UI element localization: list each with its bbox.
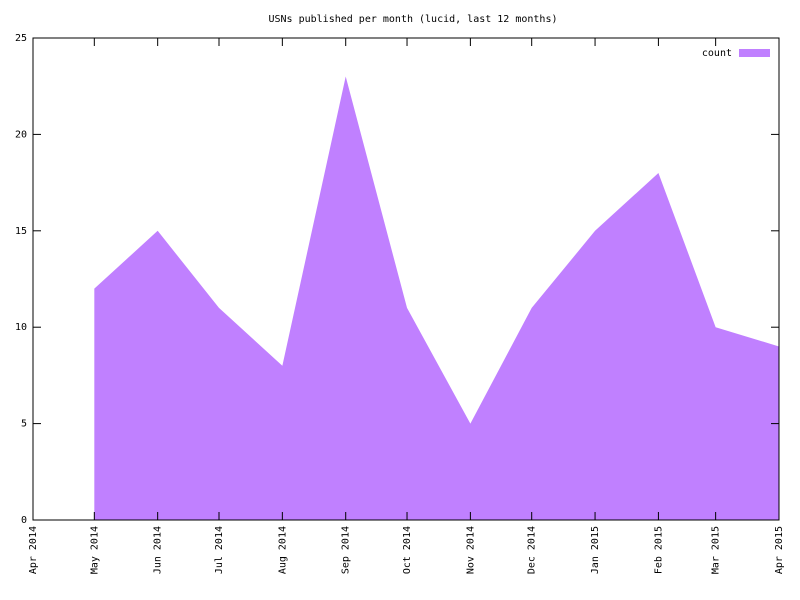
x-tick-label: Mar 2015 xyxy=(711,526,722,574)
legend-swatch xyxy=(739,49,770,57)
y-tick-label: 5 xyxy=(21,419,27,430)
y-tick-label: 0 xyxy=(21,515,27,526)
x-tick-label: Aug 2014 xyxy=(277,526,288,574)
x-tick-label: Nov 2014 xyxy=(465,526,476,574)
y-tick-label: 20 xyxy=(15,129,27,140)
legend-label: count xyxy=(702,48,732,59)
x-tick-label: Jan 2015 xyxy=(590,526,601,574)
x-tick-label: Jun 2014 xyxy=(153,526,164,574)
x-tick-label: Apr 2015 xyxy=(774,526,785,574)
area xyxy=(94,76,780,520)
x-tick-label: Apr 2014 xyxy=(28,526,39,574)
y-tick-label: 25 xyxy=(15,33,27,44)
x-tick-label: Sep 2014 xyxy=(341,526,352,574)
plot-border xyxy=(32,37,780,521)
x-tick-label: May 2014 xyxy=(89,526,100,574)
x-tick-label: Jul 2014 xyxy=(214,526,225,574)
y-tick-label: 10 xyxy=(15,322,27,333)
x-tick-label: Oct 2014 xyxy=(402,526,413,574)
x-tick-label: Feb 2015 xyxy=(653,526,664,574)
x-tick-label: Dec 2014 xyxy=(527,526,538,574)
y-tick-label: 15 xyxy=(15,226,27,237)
chart-title: USNs published per month (lucid, last 12… xyxy=(269,14,558,25)
